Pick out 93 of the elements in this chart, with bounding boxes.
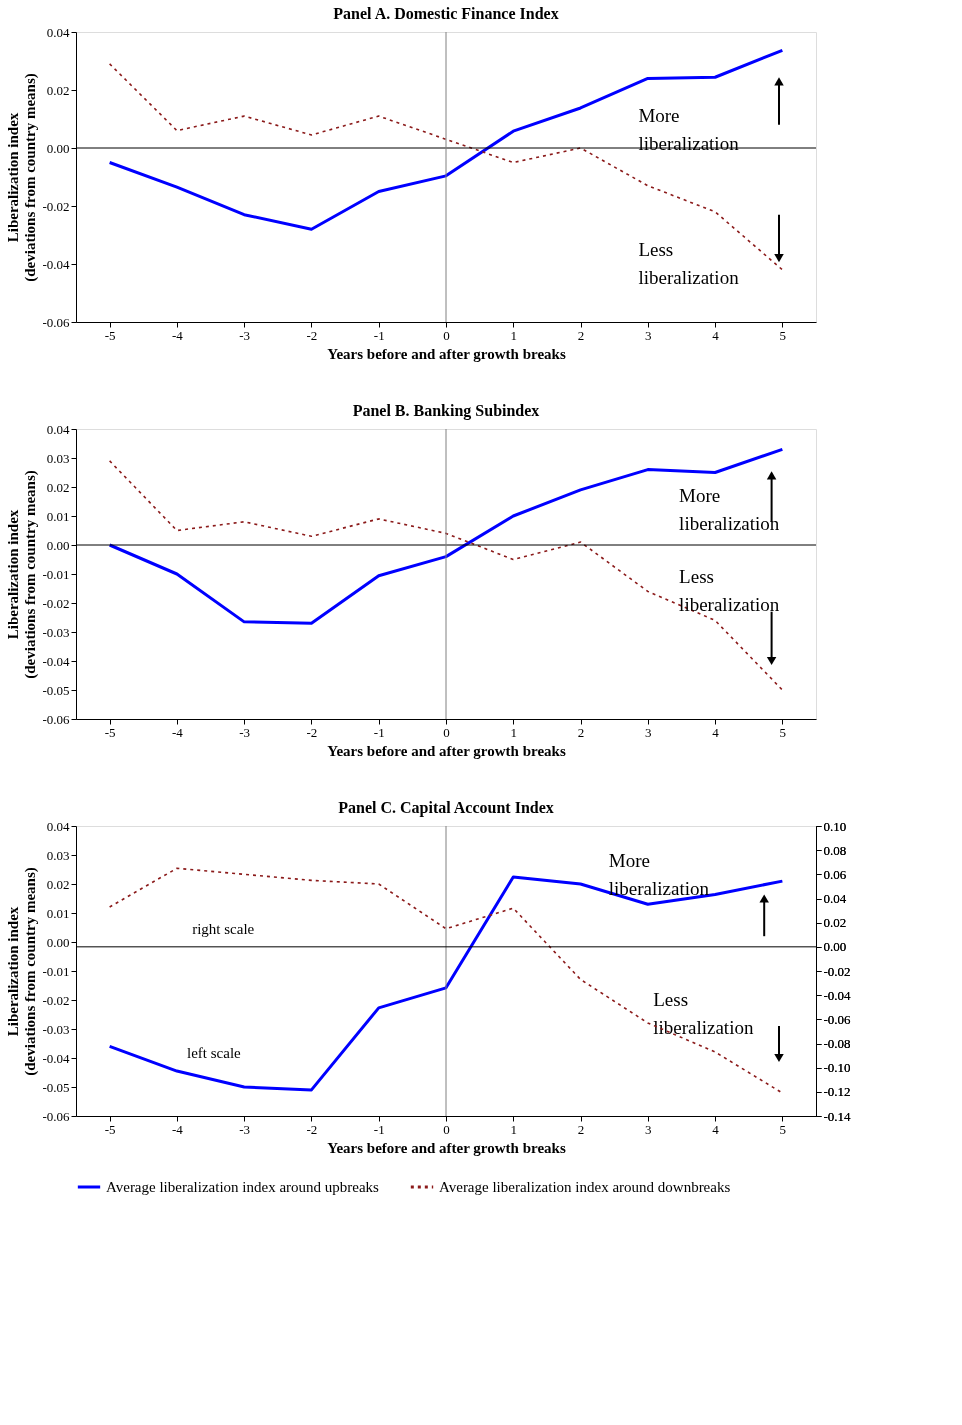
annotation: More liberalization xyxy=(638,105,740,155)
x-tick-label: 5 xyxy=(779,1121,787,1137)
annotation: Less liberalization xyxy=(653,989,754,1039)
x-tick-label: 4 xyxy=(712,327,720,343)
x-tick-label: 4 xyxy=(712,1121,720,1137)
y-tick-label: 0.04 xyxy=(46,421,70,437)
y-tick-label: 0.03 xyxy=(46,847,70,863)
annotation: Less liberalization xyxy=(638,238,740,288)
y-tick-label: 0.04 xyxy=(46,818,70,834)
y-tick-label: 0.00 xyxy=(46,934,70,950)
y-tick-label: 0.02 xyxy=(46,82,70,98)
x-tick-label: -5 xyxy=(104,724,116,740)
legend-label: Average liberalization index around upbreaks xyxy=(106,1179,380,1195)
x-tick-label: -4 xyxy=(171,724,184,740)
y2-tick-label: 0.00 xyxy=(823,939,847,955)
annotation: right scale xyxy=(192,920,255,937)
y-tick-label: 0.03 xyxy=(46,450,70,466)
y2-tick-label: -0.14 xyxy=(823,1108,852,1124)
x-tick-label: -5 xyxy=(104,1121,116,1137)
annotation: More liberalization xyxy=(679,485,780,534)
x-tick-label: -3 xyxy=(239,327,251,343)
y-tick-label: 0.02 xyxy=(46,876,70,892)
x-tick-label: -3 xyxy=(239,724,251,740)
x-tick-label: -1 xyxy=(373,1121,385,1137)
y2-tick-label: 0.02 xyxy=(823,915,847,931)
annotation: left scale xyxy=(187,1045,242,1062)
x-tick-label: 1 xyxy=(510,1121,518,1137)
y2-tick-label: -0.02 xyxy=(823,963,851,979)
y-tick-label: -0.05 xyxy=(42,682,70,698)
x-tick-label: -2 xyxy=(306,724,318,740)
x-tick-label: 4 xyxy=(712,724,720,740)
y-tick-label: -0.05 xyxy=(42,1079,70,1095)
y2-tick-label: -0.04 xyxy=(823,987,852,1003)
y2-tick-label: 0.08 xyxy=(823,842,847,858)
y-axis-title: Liberalization index (deviations from country means) xyxy=(5,867,40,1076)
x-tick-label: 0 xyxy=(443,724,450,740)
x-tick-label: 2 xyxy=(577,327,585,343)
y-tick-label: 0.04 xyxy=(46,24,70,40)
x-tick-label: 3 xyxy=(645,327,652,343)
y-axis-title: Liberalization index (deviations from country means) xyxy=(5,73,40,282)
x-tick-label: 3 xyxy=(645,1121,652,1137)
x-tick-label: 0 xyxy=(443,327,450,343)
x-tick-label: 2 xyxy=(577,1121,585,1137)
y-tick-label: -0.06 xyxy=(42,711,70,727)
y-tick-label: -0.02 xyxy=(42,595,70,611)
x-axis-title: Years before and after growth breaks xyxy=(327,345,566,362)
y2-tick-label: -0.06 xyxy=(823,1011,852,1027)
y-tick-label: -0.06 xyxy=(42,1108,70,1124)
y-tick-label: -0.03 xyxy=(42,624,70,640)
y-tick-label: -0.02 xyxy=(42,992,70,1008)
x-tick-label: -2 xyxy=(306,1121,318,1137)
x-tick-label: 5 xyxy=(779,327,787,343)
y2-tick-label: 0.06 xyxy=(823,866,847,882)
y-tick-label: 0.00 xyxy=(46,140,70,156)
y-tick-label: -0.04 xyxy=(42,653,70,669)
annotation: More liberalization xyxy=(608,850,710,900)
y-tick-label: -0.03 xyxy=(42,1021,70,1037)
y-tick-label: -0.04 xyxy=(42,256,70,272)
y2-tick-label: 0.04 xyxy=(823,891,847,906)
x-tick-label: 3 xyxy=(645,724,652,740)
y-tick-label: -0.01 xyxy=(42,566,70,582)
y-tick-label: 0.02 xyxy=(46,479,70,495)
y-tick-label: 0.01 xyxy=(46,905,70,921)
y-tick-label: -0.01 xyxy=(42,963,70,979)
x-axis-title: Years before and after growth breaks xyxy=(327,742,566,759)
y-tick-label: 0.01 xyxy=(46,508,70,524)
x-tick-label: 1 xyxy=(510,327,518,343)
chart-title: Panel C. Capital Account Index xyxy=(338,799,554,817)
x-tick-label: 2 xyxy=(577,724,585,740)
x-tick-label: -4 xyxy=(171,1121,184,1137)
x-tick-label: -1 xyxy=(373,724,385,740)
y2-tick-label: -0.10 xyxy=(823,1060,851,1076)
chart-title: Panel A. Domestic Finance Index xyxy=(333,5,559,22)
y2-tick-label: 0.10 xyxy=(823,818,847,834)
legend-label: Average liberalization index around downbreaks xyxy=(439,1179,731,1195)
x-tick-label: -5 xyxy=(104,327,116,343)
y-tick-label: -0.02 xyxy=(42,198,70,214)
x-tick-label: 5 xyxy=(779,724,787,740)
x-tick-label: -1 xyxy=(373,327,385,343)
annotation: Less liberalization xyxy=(679,566,780,616)
y-axis-title: Liberalization index (deviations from country means) xyxy=(5,470,40,679)
x-tick-label: -2 xyxy=(306,327,318,343)
y-tick-label: 0.00 xyxy=(46,537,70,553)
y2-tick-label: -0.08 xyxy=(823,1036,851,1051)
x-axis-title: Years before and after growth breaks xyxy=(327,1139,566,1156)
y-tick-label: -0.06 xyxy=(42,314,70,330)
x-tick-label: -3 xyxy=(239,1121,251,1137)
x-tick-label: 0 xyxy=(443,1121,450,1137)
y2-tick-label: -0.12 xyxy=(823,1084,851,1100)
chart-title: Panel B. Banking Subindex xyxy=(352,402,540,420)
x-tick-label: 1 xyxy=(510,724,518,740)
y-tick-label: -0.04 xyxy=(42,1050,70,1066)
x-tick-label: -4 xyxy=(171,327,184,343)
